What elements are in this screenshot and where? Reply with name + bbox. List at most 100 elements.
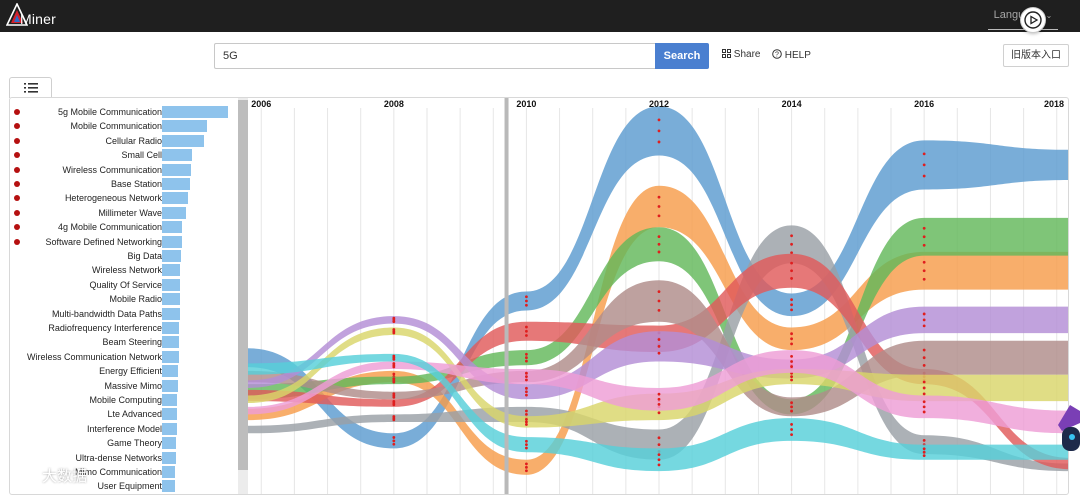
paper-marker[interactable] bbox=[392, 395, 396, 399]
topic-item[interactable]: Wireless Communication bbox=[10, 163, 248, 177]
paper-marker[interactable] bbox=[922, 363, 926, 367]
paper-marker[interactable] bbox=[922, 438, 926, 442]
list-view-toggle[interactable] bbox=[9, 77, 52, 98]
paper-marker[interactable] bbox=[922, 400, 926, 404]
paper-marker[interactable] bbox=[922, 348, 926, 352]
paper-marker[interactable] bbox=[657, 299, 661, 303]
paper-marker[interactable] bbox=[657, 351, 661, 355]
paper-marker[interactable] bbox=[657, 338, 661, 341]
paper-marker[interactable] bbox=[922, 152, 926, 156]
paper-marker[interactable] bbox=[392, 380, 396, 384]
paper-marker[interactable] bbox=[392, 403, 396, 407]
paper-marker[interactable] bbox=[790, 342, 793, 346]
topic-item[interactable]: 5g Mobile Communication bbox=[10, 105, 248, 119]
topic-item[interactable]: Software Defined Networking bbox=[10, 235, 248, 249]
topic-trend-river-chart[interactable]: 2006 2008 2010 2012 2014 2016 2018 bbox=[248, 98, 1069, 495]
topic-stream[interactable] bbox=[248, 353, 1069, 472]
paper-marker[interactable] bbox=[790, 401, 793, 404]
topic-item[interactable]: Base Station bbox=[10, 177, 248, 191]
paper-marker[interactable] bbox=[922, 318, 926, 322]
paper-marker[interactable] bbox=[525, 334, 528, 337]
topic-item[interactable]: User Equipment bbox=[10, 479, 248, 493]
paper-marker[interactable] bbox=[790, 261, 793, 265]
old-version-button[interactable]: 旧版本入口 bbox=[1003, 44, 1069, 67]
paper-marker[interactable] bbox=[922, 260, 926, 264]
paper-marker[interactable] bbox=[657, 392, 661, 396]
paper-marker[interactable] bbox=[657, 242, 661, 246]
paper-marker[interactable] bbox=[790, 409, 793, 413]
paper-marker[interactable] bbox=[525, 386, 528, 390]
paper-marker[interactable] bbox=[525, 356, 528, 360]
paper-marker[interactable] bbox=[790, 378, 793, 382]
topic-item[interactable]: Mobile Computing bbox=[10, 393, 248, 407]
paper-marker[interactable] bbox=[525, 329, 528, 333]
paper-marker[interactable] bbox=[525, 359, 528, 363]
paper-marker[interactable] bbox=[922, 356, 926, 360]
paper-marker[interactable] bbox=[525, 371, 528, 375]
paper-marker[interactable] bbox=[392, 442, 396, 446]
paper-marker[interactable] bbox=[525, 418, 528, 421]
paper-marker[interactable] bbox=[657, 205, 661, 208]
paper-marker[interactable] bbox=[525, 469, 528, 473]
paper-marker[interactable] bbox=[790, 303, 793, 307]
paper-marker[interactable] bbox=[525, 439, 528, 443]
topic-item[interactable]: Multi-bandwidth Data Paths bbox=[10, 307, 248, 321]
paper-marker[interactable] bbox=[657, 195, 661, 199]
topic-item[interactable]: Quality Of Service bbox=[10, 278, 248, 292]
paper-marker[interactable] bbox=[922, 410, 926, 414]
topic-item[interactable]: Energy Efficient bbox=[10, 364, 248, 378]
paper-marker[interactable] bbox=[790, 298, 793, 302]
topic-item[interactable]: Big Data bbox=[10, 249, 248, 263]
aminer-logo[interactable]: Miner bbox=[6, 3, 66, 29]
play-timeline-button[interactable] bbox=[1020, 7, 1046, 33]
paper-marker[interactable] bbox=[790, 360, 793, 363]
paper-marker[interactable] bbox=[657, 463, 661, 467]
paper-marker[interactable] bbox=[922, 392, 926, 396]
paper-marker[interactable] bbox=[922, 450, 926, 454]
paper-marker[interactable] bbox=[657, 458, 661, 462]
share-button[interactable]: Share bbox=[722, 49, 760, 60]
topic-item[interactable]: Lte Advanced bbox=[10, 407, 248, 421]
topic-item[interactable]: Small Cell bbox=[10, 148, 248, 162]
paper-marker[interactable] bbox=[525, 303, 528, 307]
paper-marker[interactable] bbox=[657, 443, 661, 447]
paper-marker[interactable] bbox=[525, 295, 528, 299]
paper-marker[interactable] bbox=[657, 235, 661, 239]
paper-marker[interactable] bbox=[525, 393, 528, 397]
paper-marker[interactable] bbox=[657, 214, 661, 218]
paper-marker[interactable] bbox=[790, 251, 793, 255]
paper-marker[interactable] bbox=[922, 163, 926, 167]
topic-item[interactable]: Interference Model bbox=[10, 422, 248, 436]
paper-marker[interactable] bbox=[790, 308, 793, 312]
paper-marker[interactable] bbox=[922, 235, 926, 239]
paper-marker[interactable] bbox=[392, 331, 396, 335]
paper-marker[interactable] bbox=[790, 375, 793, 378]
paper-marker[interactable] bbox=[525, 443, 528, 447]
paper-marker[interactable] bbox=[392, 365, 396, 369]
paper-marker[interactable] bbox=[922, 386, 926, 390]
paper-marker[interactable] bbox=[922, 324, 926, 328]
paper-marker[interactable] bbox=[525, 352, 528, 356]
paper-marker[interactable] bbox=[790, 332, 793, 336]
paper-marker[interactable] bbox=[525, 462, 528, 466]
topic-item[interactable]: Mobile Communication bbox=[10, 119, 248, 133]
paper-marker[interactable] bbox=[657, 140, 661, 144]
paper-marker[interactable] bbox=[922, 226, 926, 230]
paper-marker[interactable] bbox=[922, 277, 926, 281]
topic-stream[interactable] bbox=[248, 217, 1069, 415]
topic-item[interactable]: Massive Mimo bbox=[10, 379, 248, 393]
topic-item[interactable]: Game Theory bbox=[10, 436, 248, 450]
paper-marker[interactable] bbox=[657, 397, 661, 401]
paper-marker[interactable] bbox=[392, 418, 396, 422]
paper-marker[interactable] bbox=[392, 372, 396, 376]
paper-marker[interactable] bbox=[657, 436, 661, 440]
topic-item[interactable]: Millimeter Wave bbox=[10, 206, 248, 220]
paper-marker[interactable] bbox=[790, 423, 793, 426]
paper-marker[interactable] bbox=[525, 378, 528, 382]
paper-marker[interactable] bbox=[525, 423, 528, 426]
paper-marker[interactable] bbox=[922, 454, 926, 458]
assistant-robot-icon[interactable] bbox=[1052, 403, 1080, 455]
paper-marker[interactable] bbox=[657, 308, 661, 312]
paper-marker[interactable] bbox=[790, 277, 793, 280]
paper-marker[interactable] bbox=[922, 447, 926, 451]
